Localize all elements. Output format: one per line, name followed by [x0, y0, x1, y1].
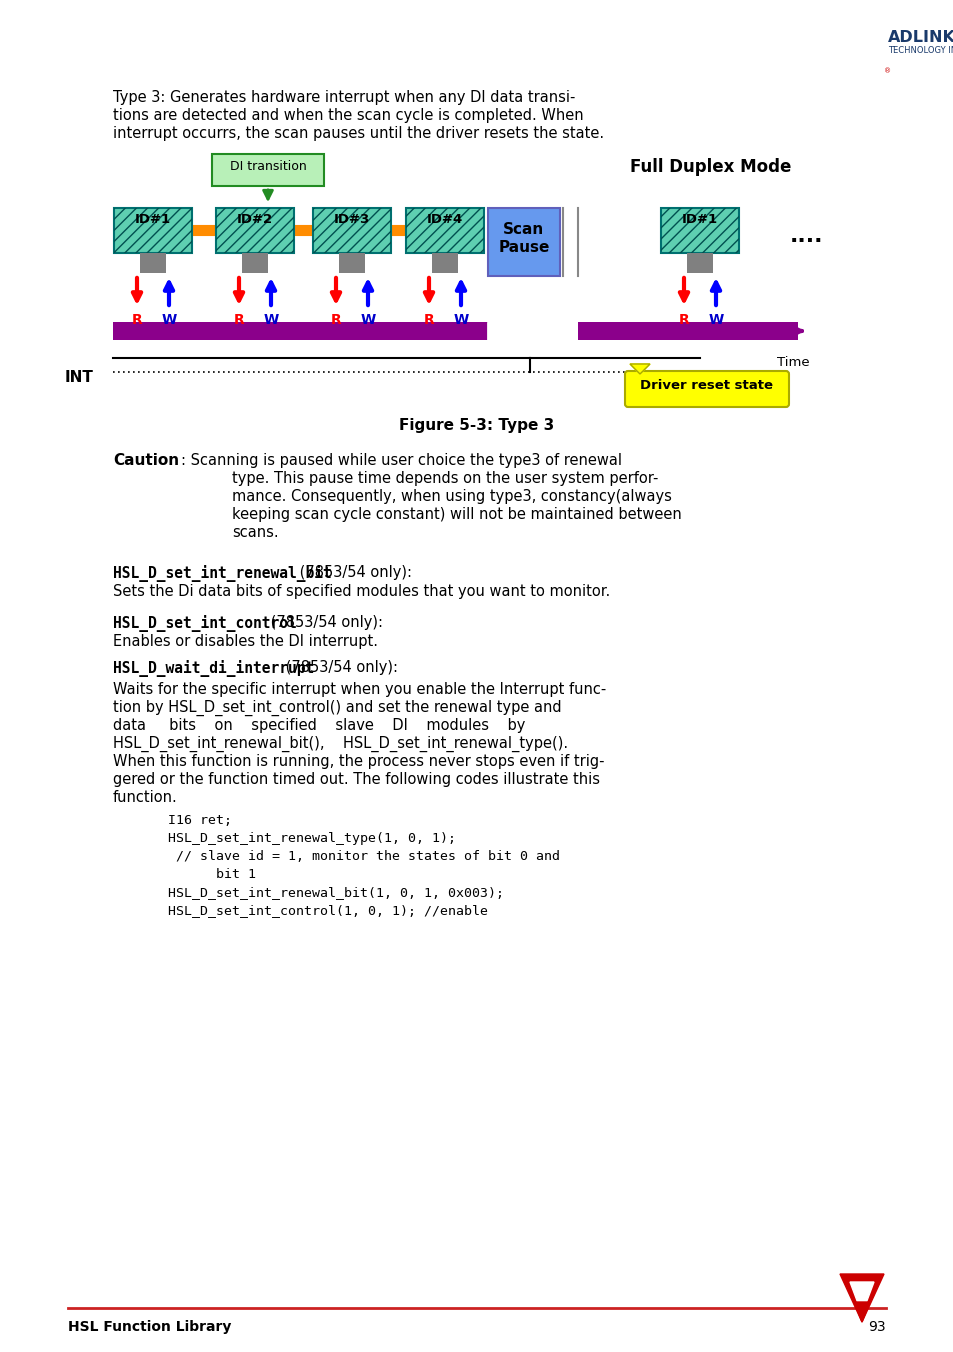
Bar	[313, 208, 391, 253]
Text: HSL_D_set_int_renewal_bit(1, 0, 1, 0x003);: HSL_D_set_int_renewal_bit(1, 0, 1, 0x003…	[168, 886, 503, 899]
Polygon shape	[849, 1282, 873, 1314]
Bar	[112, 322, 488, 339]
Text: ID#1: ID#1	[681, 214, 718, 226]
Text: function.: function.	[112, 790, 177, 804]
Text: I16 ret;: I16 ret;	[168, 814, 232, 827]
Text: HSL_D_set_int_control(1, 0, 1); //enable: HSL_D_set_int_control(1, 0, 1); //enable	[168, 904, 488, 917]
Text: HSL Function Library: HSL Function Library	[68, 1320, 232, 1334]
Text: DI transition: DI transition	[230, 160, 306, 173]
Bar	[488, 208, 559, 276]
Text: mance. Consequently, when using type3, constancy(always: mance. Consequently, when using type3, c…	[232, 489, 671, 504]
Text: scans.: scans.	[232, 525, 278, 539]
Text: gered or the function timed out. The following codes illustrate this: gered or the function timed out. The fol…	[112, 772, 599, 787]
Bar	[338, 253, 365, 273]
Text: W: W	[708, 314, 723, 327]
Text: (7853/54 only):: (7853/54 only):	[295, 565, 412, 580]
Bar	[215, 208, 294, 253]
Text: R: R	[233, 314, 244, 327]
Bar	[686, 253, 712, 273]
Bar	[242, 253, 268, 273]
Text: When this function is running, the process never stops even if trig-: When this function is running, the proce…	[112, 754, 604, 769]
Text: interrupt occurrs, the scan pauses until the driver resets the state.: interrupt occurrs, the scan pauses until…	[112, 126, 603, 141]
Bar	[578, 322, 797, 339]
Bar	[488, 322, 559, 339]
Text: Enables or disables the DI interrupt.: Enables or disables the DI interrupt.	[112, 634, 377, 649]
Text: R: R	[331, 314, 341, 327]
Text: Waits for the specific interrupt when you enable the Interrupt func-: Waits for the specific interrupt when yo…	[112, 681, 605, 698]
Bar	[113, 208, 192, 253]
Text: R: R	[423, 314, 434, 327]
Text: keeping scan cycle constant) will not be maintained between: keeping scan cycle constant) will not be…	[232, 507, 681, 522]
Text: Pause: Pause	[497, 241, 549, 256]
Bar	[432, 253, 457, 273]
Text: ID#4: ID#4	[426, 214, 462, 226]
Text: bit 1: bit 1	[168, 868, 255, 882]
Bar	[406, 208, 483, 253]
Bar	[313, 208, 391, 253]
Text: tions are detected and when the scan cycle is completed. When: tions are detected and when the scan cyc…	[112, 108, 583, 123]
Text: W: W	[360, 314, 375, 327]
Text: ID#3: ID#3	[334, 214, 370, 226]
Bar	[140, 253, 166, 273]
Text: W: W	[453, 314, 468, 327]
Text: : Scanning is paused while user choice the type3 of renewal: : Scanning is paused while user choice t…	[181, 453, 621, 468]
Text: HSL_D_set_int_control: HSL_D_set_int_control	[112, 615, 296, 631]
Text: HSL_D_wait_di_interrupt: HSL_D_wait_di_interrupt	[112, 660, 314, 677]
Text: R: R	[132, 314, 142, 327]
Text: data     bits    on    specified    slave    DI    modules    by: data bits on specified slave DI modules …	[112, 718, 525, 733]
Bar	[660, 208, 739, 253]
Text: type. This pause time depends on the user system perfor-: type. This pause time depends on the use…	[232, 470, 658, 485]
Text: HSL_D_set_int_renewal_bit: HSL_D_set_int_renewal_bit	[112, 565, 332, 581]
Text: (7853/54 only):: (7853/54 only):	[266, 615, 383, 630]
FancyBboxPatch shape	[624, 370, 788, 407]
Bar	[215, 208, 294, 253]
Text: HSL_D_set_int_renewal_bit                           (7853/54 only):: HSL_D_set_int_renewal_bit (7853/54 only)…	[112, 565, 699, 581]
Text: HSL_D_set_int_renewal_bit(),    HSL_D_set_int_renewal_type().: HSL_D_set_int_renewal_bit(), HSL_D_set_i…	[112, 735, 568, 752]
Text: 93: 93	[867, 1320, 885, 1334]
Text: // slave id = 1, monitor the states of bit 0 and: // slave id = 1, monitor the states of b…	[168, 850, 559, 863]
Text: Type 3: Generates hardware interrupt when any DI data transi-: Type 3: Generates hardware interrupt whe…	[112, 91, 575, 105]
Text: ID#2: ID#2	[236, 214, 273, 226]
Text: Scan: Scan	[503, 222, 544, 237]
Text: W: W	[161, 314, 176, 327]
FancyBboxPatch shape	[212, 154, 324, 187]
Bar	[406, 208, 483, 253]
Text: Sets the Di data bits of specified modules that you want to monitor.: Sets the Di data bits of specified modul…	[112, 584, 610, 599]
Text: ID#1: ID#1	[134, 214, 171, 226]
Text: (7853/54 only):: (7853/54 only):	[280, 660, 397, 675]
Text: Full Duplex Mode: Full Duplex Mode	[629, 158, 791, 176]
Polygon shape	[840, 1274, 883, 1322]
Text: HSL_D_set_int_renewal_type(1, 0, 1);: HSL_D_set_int_renewal_type(1, 0, 1);	[168, 831, 456, 845]
Text: ....: ....	[789, 226, 822, 246]
Text: Figure 5-3: Type 3: Figure 5-3: Type 3	[399, 418, 554, 433]
Bar	[113, 208, 192, 253]
Polygon shape	[853, 1302, 869, 1322]
Text: INT: INT	[65, 370, 93, 385]
Text: TECHNOLOGY INC.: TECHNOLOGY INC.	[887, 46, 953, 55]
Text: ®: ®	[883, 68, 890, 74]
Text: Caution: Caution	[112, 453, 179, 468]
Polygon shape	[629, 364, 649, 375]
Text: R: R	[678, 314, 689, 327]
Text: W: W	[263, 314, 278, 327]
Bar	[660, 208, 739, 253]
Text: Driver reset state: Driver reset state	[639, 379, 773, 392]
Text: Time: Time	[777, 356, 809, 369]
Text: ADLINK: ADLINK	[887, 30, 953, 45]
Text: tion by HSL_D_set_int_control() and set the renewal type and: tion by HSL_D_set_int_control() and set …	[112, 700, 561, 717]
